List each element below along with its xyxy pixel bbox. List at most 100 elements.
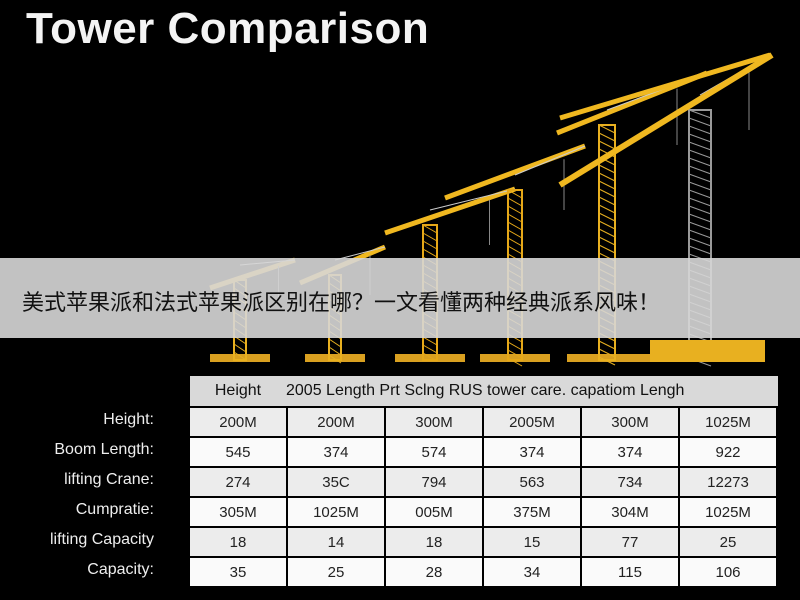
row-label: lifting Capacity [49,531,154,548]
table-cell: 12273 [680,468,776,496]
crane-lattice [507,349,523,359]
table-row: 545 374 574 374 374 922 [190,438,778,466]
crane-lattice [422,352,438,362]
table-body: 200M 200M 300M 2005M 300M 1025M 545 374 574 374 37… [190,408,778,586]
crane-lattice [688,181,712,191]
crane-mast [598,124,616,361]
table-cell: 005M [386,498,482,526]
header-cell: 2005 Length Prt Sclng RUS tower care. ca… [286,382,685,399]
crane-lattice [328,354,342,364]
crane-lattice [598,164,616,174]
table-row: 274 35C 794 563 734 12273 [190,468,778,496]
table-cell: 77 [582,528,678,556]
crane-lattice [422,232,438,242]
crane-lattice [688,173,712,183]
crane-lattice [688,109,712,119]
crane-lattice [598,340,616,350]
table-row: 35 25 28 34 115 106 [190,558,778,586]
crane-lattice [688,157,712,167]
crane-lattice [688,197,712,207]
table-cell: 25 [288,558,384,586]
crane-lattice [233,343,247,353]
crane-lattice [598,220,616,230]
crane-jib [444,143,586,201]
row-label: Capacity: [87,561,154,578]
crane-lattice [507,213,523,223]
table-cell: 200M [288,408,384,436]
crane-lattice [688,205,712,215]
crane-lattice [688,189,712,199]
table-cell: 274 [190,468,286,496]
table-cell: 18 [386,528,482,556]
crane-lattice [598,172,616,182]
crane-lattice [598,132,616,142]
big-jib [558,52,774,188]
table-cell: 305M [190,498,286,526]
table-cell: 375M [484,498,580,526]
crane-tie [429,188,516,211]
crane-lattice [688,213,712,223]
crane-lattice [688,149,712,159]
crane-platform [650,340,765,362]
crane-tie [334,246,386,261]
crane-lattice [328,338,342,348]
table-cell: 545 [190,438,286,466]
header-cell: Height [214,382,262,399]
table-cell: 734 [582,468,678,496]
crane-lattice [688,165,712,175]
table-cell: 106 [680,558,776,586]
crane-lattice [422,248,438,258]
row-label: Cumpratie: [75,501,154,518]
crane-lattice [507,197,523,207]
banner-text: 美式苹果派和法式苹果派区别在哪？一文看懂两种经典派系风味！ [22,291,661,316]
crane-lattice [598,228,616,238]
title: Tower Comparison [26,4,430,53]
banner: 美式苹果派和法式苹果派区别在哪？一文看懂两种经典派系风味！ [0,258,800,338]
crane-lattice [598,212,616,222]
table-cell: 35C [288,468,384,496]
crane-lattice [507,341,523,351]
table-cell: 374 [582,438,678,466]
crane-base [210,354,270,362]
table-row: 200M 200M 300M 2005M 300M 1025M [190,408,778,436]
table-header: Height 2005 Length Prt Sclng RUS tower c… [190,376,778,406]
table-cell: 2005M [484,408,580,436]
comparison-table: Height 2005 Length Prt Sclng RUS tower c… [190,376,778,586]
crane-lattice [688,117,712,127]
table-cell: 374 [484,438,580,466]
crane-lattice [688,141,712,151]
crane-lattice [507,189,523,199]
crane-lattice [422,344,438,354]
crane-lattice [598,124,616,134]
crane-lattice [507,237,523,247]
crane-lattice [598,348,616,358]
table-cell: 563 [484,468,580,496]
crane-lattice [598,196,616,206]
table-cell: 922 [680,438,776,466]
row-label: Height: [103,411,154,428]
crane-lattice [328,346,342,356]
crane-lattice [688,133,712,143]
crane-tie [514,145,586,176]
crane-base [395,354,465,362]
table-cell: 1025M [680,498,776,526]
crane-lattice [598,180,616,190]
table-cell: 1025M [288,498,384,526]
crane-lattice [598,140,616,150]
table-cell: 794 [386,468,482,496]
table-cell: 115 [582,558,678,586]
crane-base [480,354,550,362]
crane-lattice [598,236,616,246]
row-label: Boom Length: [54,441,154,458]
crane-lattice [688,237,712,247]
crane-base [567,354,647,362]
row-label: lifting Crane: [64,471,154,488]
table-cell: 25 [680,528,776,556]
crane-lattice [422,336,438,346]
table-cell: 1025M [680,408,776,436]
crane-lattice [598,356,616,366]
table-cell: 14 [288,528,384,556]
crane-lattice [598,204,616,214]
table-cell: 304M [582,498,678,526]
